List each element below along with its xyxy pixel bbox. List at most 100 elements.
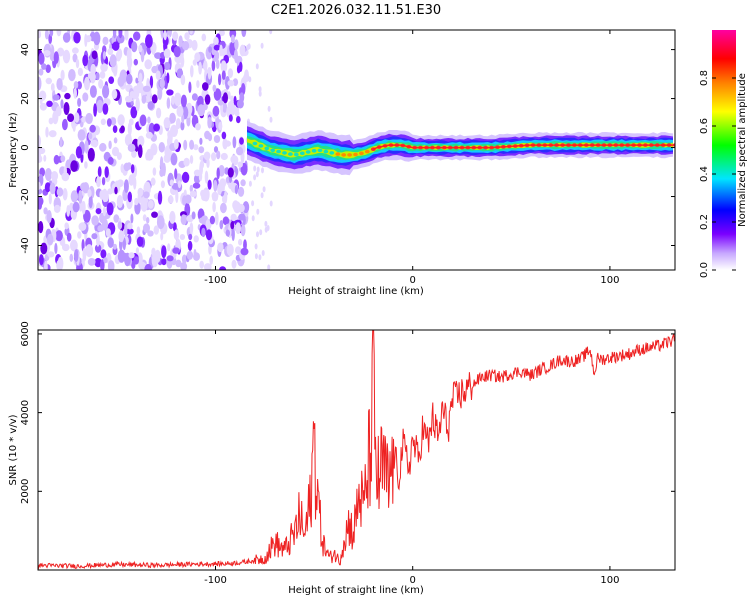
noise-blob	[116, 195, 123, 208]
noise-blob	[83, 209, 91, 223]
noise-blob	[95, 208, 102, 215]
noise-blob	[106, 202, 114, 216]
noise-blob	[219, 220, 224, 230]
noise-blob	[127, 143, 136, 152]
noise-blob	[143, 223, 150, 233]
noise-blob	[133, 256, 139, 265]
noise-blob	[266, 225, 270, 231]
noise-blob	[187, 240, 193, 251]
colorbar-label: Normalized spectral amplitude	[737, 73, 748, 227]
noise-blob	[163, 30, 167, 41]
noise-blob	[218, 30, 225, 37]
spectrogram-xtick-label: 0	[410, 275, 416, 286]
noise-blob	[45, 77, 52, 85]
noise-blob	[199, 160, 205, 169]
noise-blob	[163, 62, 171, 71]
noise-blob	[172, 247, 180, 254]
noise-blob	[199, 260, 204, 269]
noise-blob	[90, 139, 99, 148]
noise-blob	[167, 243, 171, 252]
noise-blob	[269, 116, 273, 123]
noise-blob	[153, 225, 159, 235]
noise-blob	[62, 188, 68, 201]
noise-blob	[105, 228, 111, 237]
noise-blob	[107, 156, 114, 165]
noise-blob	[216, 167, 220, 180]
noise-blob	[60, 99, 64, 109]
snr-xtick-label: -100	[204, 575, 227, 586]
noise-blob	[253, 165, 257, 172]
noise-blob	[138, 72, 143, 84]
noise-blob	[45, 64, 51, 73]
noise-blob	[156, 107, 162, 119]
noise-blob	[213, 36, 219, 47]
noise-blob	[207, 67, 212, 80]
noise-blob	[171, 95, 175, 105]
noise-blob	[100, 259, 105, 270]
noise-blob	[147, 230, 154, 237]
noise-blob	[77, 97, 82, 107]
noise-blob	[240, 224, 246, 237]
noise-blob	[147, 116, 151, 124]
noise-blob	[188, 233, 193, 241]
noise-blob	[222, 92, 228, 104]
noise-blob	[258, 86, 262, 93]
noise-blob	[204, 170, 209, 184]
noise-blob	[118, 230, 125, 243]
noise-blob	[102, 206, 106, 217]
noise-blob	[230, 213, 237, 222]
colorbar-tick-label: 0.0	[699, 262, 710, 278]
snr-ylabel: SNR (10 * v/v)	[8, 414, 19, 485]
noise-blob	[230, 221, 235, 230]
noise-blob	[89, 85, 97, 98]
noise-blob	[240, 179, 246, 187]
noise-blob	[230, 34, 235, 44]
noise-blob	[173, 229, 180, 240]
noise-blob	[267, 105, 271, 112]
colorbar-tick-label: 0.8	[699, 70, 710, 86]
noise-blob	[222, 216, 230, 226]
noise-blob	[232, 136, 237, 149]
spectrogram-panel: -100 0 100 -40 -20 0 20 40 Height of straight …	[8, 29, 676, 297]
noise-blob	[39, 254, 44, 266]
signal-peak	[317, 148, 323, 153]
noise-blob	[147, 200, 154, 209]
noise-blob	[75, 58, 80, 69]
noise-blob	[126, 55, 133, 69]
noise-blob	[84, 76, 90, 91]
noise-blob	[161, 258, 167, 266]
noise-blob	[73, 249, 79, 262]
noise-blob	[217, 99, 224, 106]
noise-blob	[180, 262, 188, 270]
noise-blob	[82, 92, 89, 102]
noise-blob	[124, 134, 132, 146]
noise-blob	[181, 171, 190, 183]
noise-blob	[175, 189, 179, 203]
noise-blob	[236, 99, 244, 109]
spectrogram-signal-track	[247, 120, 675, 176]
noise-blob	[103, 257, 108, 264]
noise-blob	[133, 58, 138, 66]
noise-blob	[237, 161, 243, 168]
noise-blob	[47, 233, 54, 246]
noise-blob	[203, 60, 208, 71]
noise-blob	[259, 229, 263, 236]
noise-blob	[130, 106, 138, 119]
noise-blob	[196, 80, 200, 89]
noise-blob	[109, 54, 117, 68]
noise-blob	[171, 183, 179, 190]
noise-blob	[45, 126, 49, 138]
noise-blob	[204, 94, 211, 105]
noise-blob	[53, 204, 61, 213]
noise-blob	[198, 146, 205, 154]
noise-blob	[62, 49, 71, 64]
noise-blob	[116, 152, 122, 161]
noise-blob	[192, 182, 201, 189]
noise-blob	[116, 34, 125, 44]
noise-blob	[205, 229, 213, 241]
noise-blob	[128, 174, 135, 186]
noise-blob	[244, 69, 249, 81]
noise-blob	[220, 202, 227, 214]
noise-blob	[219, 44, 223, 57]
